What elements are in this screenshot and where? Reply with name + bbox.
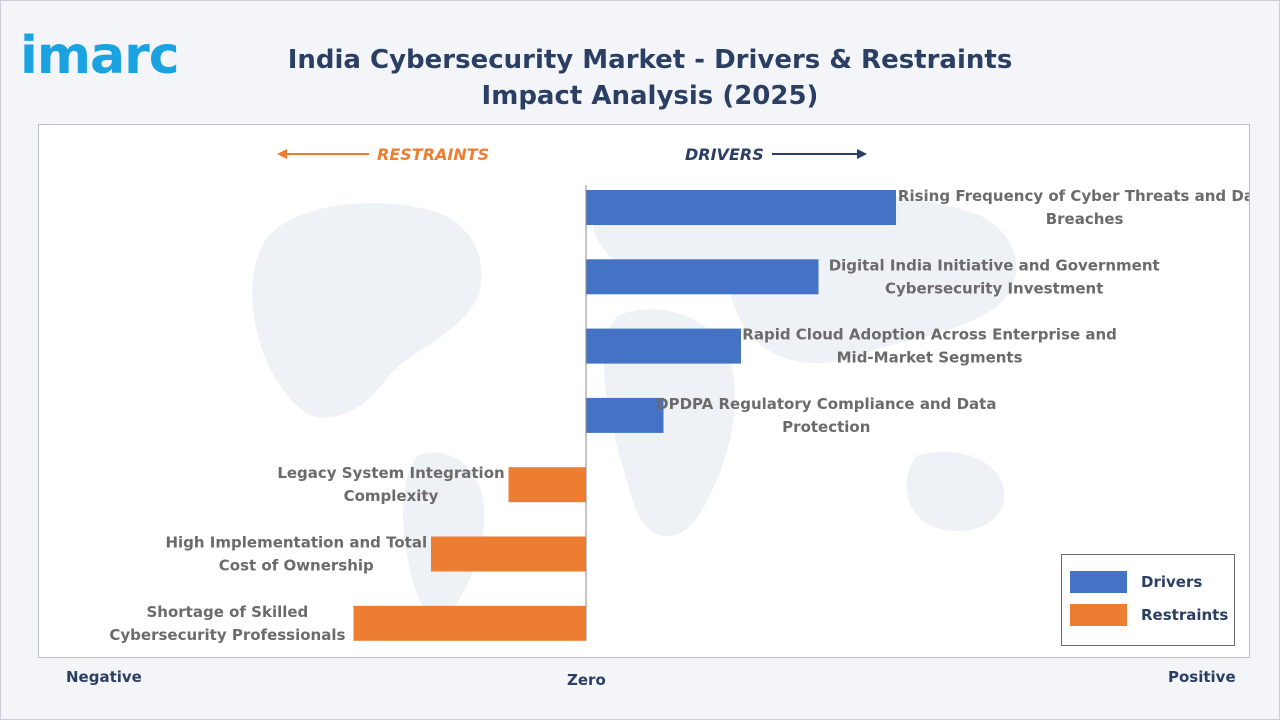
chart-title: India Cybersecurity Market - Drivers & R… (287, 45, 1013, 111)
bar-restraint-5 (508, 467, 586, 503)
bar-restraint-6 (431, 536, 586, 572)
logo-text: imarc (20, 26, 180, 86)
bar-label-line: Legacy System Integration (277, 464, 504, 482)
axis-label-negative: Negative (66, 668, 142, 686)
bar-label-1: Rising Frequency of Cyber Threats and Da… (898, 187, 1249, 228)
legend-label-restraints: Restraints (1141, 606, 1229, 624)
drivers-header: DRIVERS (685, 145, 764, 164)
chart-svg: RESTRAINTS DRIVERS Rising Frequency of Cyb… (109, 145, 1271, 644)
bar-label-5: Legacy System Integration Complexity (277, 464, 504, 505)
legend: Drivers Restraints (1061, 554, 1235, 646)
bar-label-2: Digital India Initiative and Government C… (829, 256, 1160, 297)
bar-label-line: Cybersecurity Professionals (109, 626, 345, 644)
bar-label-line: Protection (782, 418, 870, 436)
bar-label-3: Rapid Cloud Adoption Across Enterprise a… (742, 326, 1117, 367)
bar-driver-1 (586, 190, 896, 225)
legend-swatch-drivers (1070, 571, 1127, 593)
bar-label-line: Cybersecurity Investment (885, 279, 1103, 297)
bar-label-4: DPDPA Regulatory Compliance and Data Prot… (656, 395, 996, 436)
imarc-logo: imarc (20, 30, 180, 82)
bar-label-line: Digital India Initiative and Government (829, 256, 1160, 274)
drivers-arrowhead (857, 149, 867, 159)
bar-label-line: Rapid Cloud Adoption Across Enterprise a… (742, 326, 1117, 344)
bar-driver-3 (586, 328, 741, 364)
bar-label-line: Rising Frequency of Cyber Threats and Da… (898, 187, 1249, 205)
bar-label-line: Shortage of Skilled (147, 603, 309, 621)
bar-label-line: Breaches (1046, 210, 1124, 228)
legend-item-restraints: Restraints (1070, 604, 1228, 626)
bar-driver-4 (586, 397, 664, 433)
axis-label-zero: Zero (567, 671, 606, 689)
bar-label-7: Shortage of Skilled Cybersecurity Profess… (109, 603, 345, 644)
bar-label-line: High Implementation and Total (165, 534, 427, 552)
bar-label-line: DPDPA Regulatory Compliance and Data (656, 395, 996, 413)
plot-area: RESTRAINTS DRIVERS Rising Frequency of Cyb… (38, 124, 1271, 658)
legend-item-drivers: Drivers (1070, 571, 1202, 593)
restraints-arrowhead (277, 149, 287, 159)
bar-label-line: Cost of Ownership (219, 557, 374, 575)
legend-swatch-restraints (1070, 604, 1127, 626)
restraints-header: RESTRAINTS (377, 145, 489, 164)
axis-label-positive: Positive (1168, 668, 1236, 686)
bar-label-line: Complexity (344, 487, 439, 505)
bar-label-6: High Implementation and Total Cost of Own… (165, 534, 427, 575)
bar-restraint-7 (353, 605, 586, 641)
bar-label-line: Mid-Market Segments (837, 349, 1023, 367)
bar-driver-2 (586, 259, 819, 295)
legend-label-drivers: Drivers (1141, 573, 1203, 591)
